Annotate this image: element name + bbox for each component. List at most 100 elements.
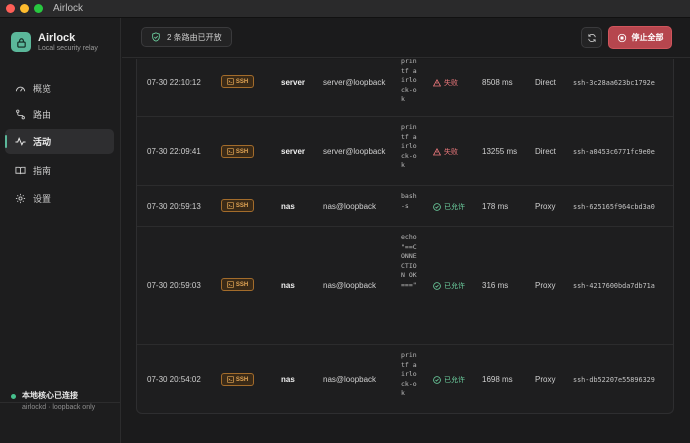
route-icon [16,109,25,120]
status-label: 已允许 [444,204,465,211]
stop-all-label: 停止全部 [631,33,664,42]
target-cell: nas@loopback [323,375,377,384]
time-cell: 07-30 20:59:13 [147,202,201,211]
sidebar: Airlock Local security relay 概览 路由 活动 指南… [0,18,121,443]
status-cell: 已允许 [433,202,465,212]
session-id-cell: ssh-4217600bda7db71a [573,282,655,290]
session-id-cell: ssh-3c28aa623bc1792e [573,79,655,87]
status-cell: 失败 [433,147,458,157]
command-cell: printf airlock-ok [401,59,417,104]
time-cell: 07-30 22:10:12 [147,78,201,87]
check-circle-icon [433,282,441,290]
gear-icon [15,193,26,204]
target-cell: server@loopback [323,78,386,87]
route-cell: Proxy [535,281,556,290]
open-routes-badge: 2 条路由已开放 [141,27,232,47]
host-cell: nas [281,202,295,211]
status-cell: 已允许 [433,375,465,385]
connection-status-dot [11,394,16,399]
minimize-window-button[interactable] [20,4,29,13]
type-badge: SSH [221,145,254,158]
time-cell: 07-30 20:59:03 [147,281,201,290]
time-cell: 07-30 22:09:41 [147,147,201,156]
status-label: 已允许 [444,377,465,384]
terminal-icon [226,376,234,383]
window-title: Airlock [53,3,84,14]
refresh-button[interactable] [581,27,602,48]
type-badge: SSH [221,199,254,212]
connection-status-title: 本地核心已连接 [22,391,78,400]
type-badge: SSH [221,373,254,386]
status-label: 已允许 [444,283,465,290]
sidebar-item-label: 概览 [33,84,52,94]
route-cell: Direct [535,147,556,156]
terminal-icon [226,78,234,85]
zoom-window-button[interactable] [34,4,43,13]
host-cell: nas [281,281,295,290]
host-cell: server [281,78,306,87]
brand-name: Airlock [38,32,76,44]
type-label: SSH [235,148,249,155]
gauge-icon [15,86,26,92]
table-row[interactable]: 07-30 22:10:12 SSH server server@loopbac… [137,59,673,117]
time-cell: 07-30 20:54:02 [147,375,201,384]
host-cell: nas [281,375,295,384]
warning-icon [433,148,441,156]
duration-cell: 13255 ms [482,147,518,156]
activity-icon [15,136,26,146]
brand-subtitle: Local security relay [38,45,98,52]
type-label: SSH [235,202,249,209]
refresh-icon [587,33,596,42]
session-id-cell: ssh-625165f964cbd3a0 [573,203,655,211]
connection-status-subtitle: airlockd · loopback only [22,404,96,411]
sidebar-item-guide[interactable]: 指南 [5,158,114,183]
open-routes-label: 2 条路由已开放 [167,32,222,42]
warning-icon [433,79,441,87]
terminal-icon [226,281,234,288]
duration-cell: 1698 ms [482,375,513,384]
title-bar: Airlock [0,0,690,18]
table-row[interactable]: 07-30 22:09:41 SSH server server@loopbac… [137,117,673,186]
sidebar-item-label: 路由 [33,110,52,120]
sidebar-item-label: 活动 [33,137,52,147]
terminal-icon [226,202,234,209]
sidebar-item-overview[interactable]: 概览 [5,76,114,101]
status-label: 失败 [444,80,458,87]
status-label: 失败 [444,149,458,156]
session-id-cell: ssh-a0453c6771fc9e0e [573,148,655,156]
type-badge: SSH [221,75,254,88]
sidebar-item-settings[interactable]: 设置 [5,186,114,211]
table-row[interactable]: 07-30 20:54:02 SSH nas nas@loopback prin… [137,345,673,413]
type-label: SSH [235,281,249,288]
sidebar-item-routes[interactable]: 路由 [5,102,114,127]
command-cell: bash -s [401,192,417,210]
route-cell: Proxy [535,375,556,384]
sidebar-item-activity[interactable]: 活动 [5,129,114,154]
activity-table: 07-30 22:10:12 SSH server server@loopbac… [136,59,674,414]
book-icon [15,166,26,175]
command-cell: printf airlock-ok [401,123,417,170]
duration-cell: 8508 ms [482,78,513,87]
route-cell: Direct [535,78,556,87]
duration-cell: 316 ms [482,281,509,290]
table-row[interactable]: 07-30 20:59:03 SSH nas nas@loopback echo… [137,227,673,345]
target-cell: server@loopback [323,147,386,156]
sidebar-item-label: 指南 [33,166,52,176]
stop-icon [617,33,626,42]
check-circle-icon [433,376,441,384]
check-circle-icon [433,203,441,211]
type-label: SSH [235,78,249,85]
command-cell: printf airlock-ok [401,351,417,398]
status-cell: 已允许 [433,281,465,291]
target-cell: nas@loopback [323,202,377,211]
close-window-button[interactable] [6,4,15,13]
duration-cell: 178 ms [482,202,509,211]
terminal-icon [226,148,234,155]
stop-all-button[interactable]: 停止全部 [608,26,672,49]
type-label: SSH [235,376,249,383]
table-row[interactable]: 07-30 20:59:13 SSH nas nas@loopback bash… [137,186,673,227]
shield-check-icon [152,32,160,42]
lock-icon [11,32,31,52]
status-panel [0,402,120,411]
session-id-cell: ssh-db52207e55896329 [573,376,655,384]
